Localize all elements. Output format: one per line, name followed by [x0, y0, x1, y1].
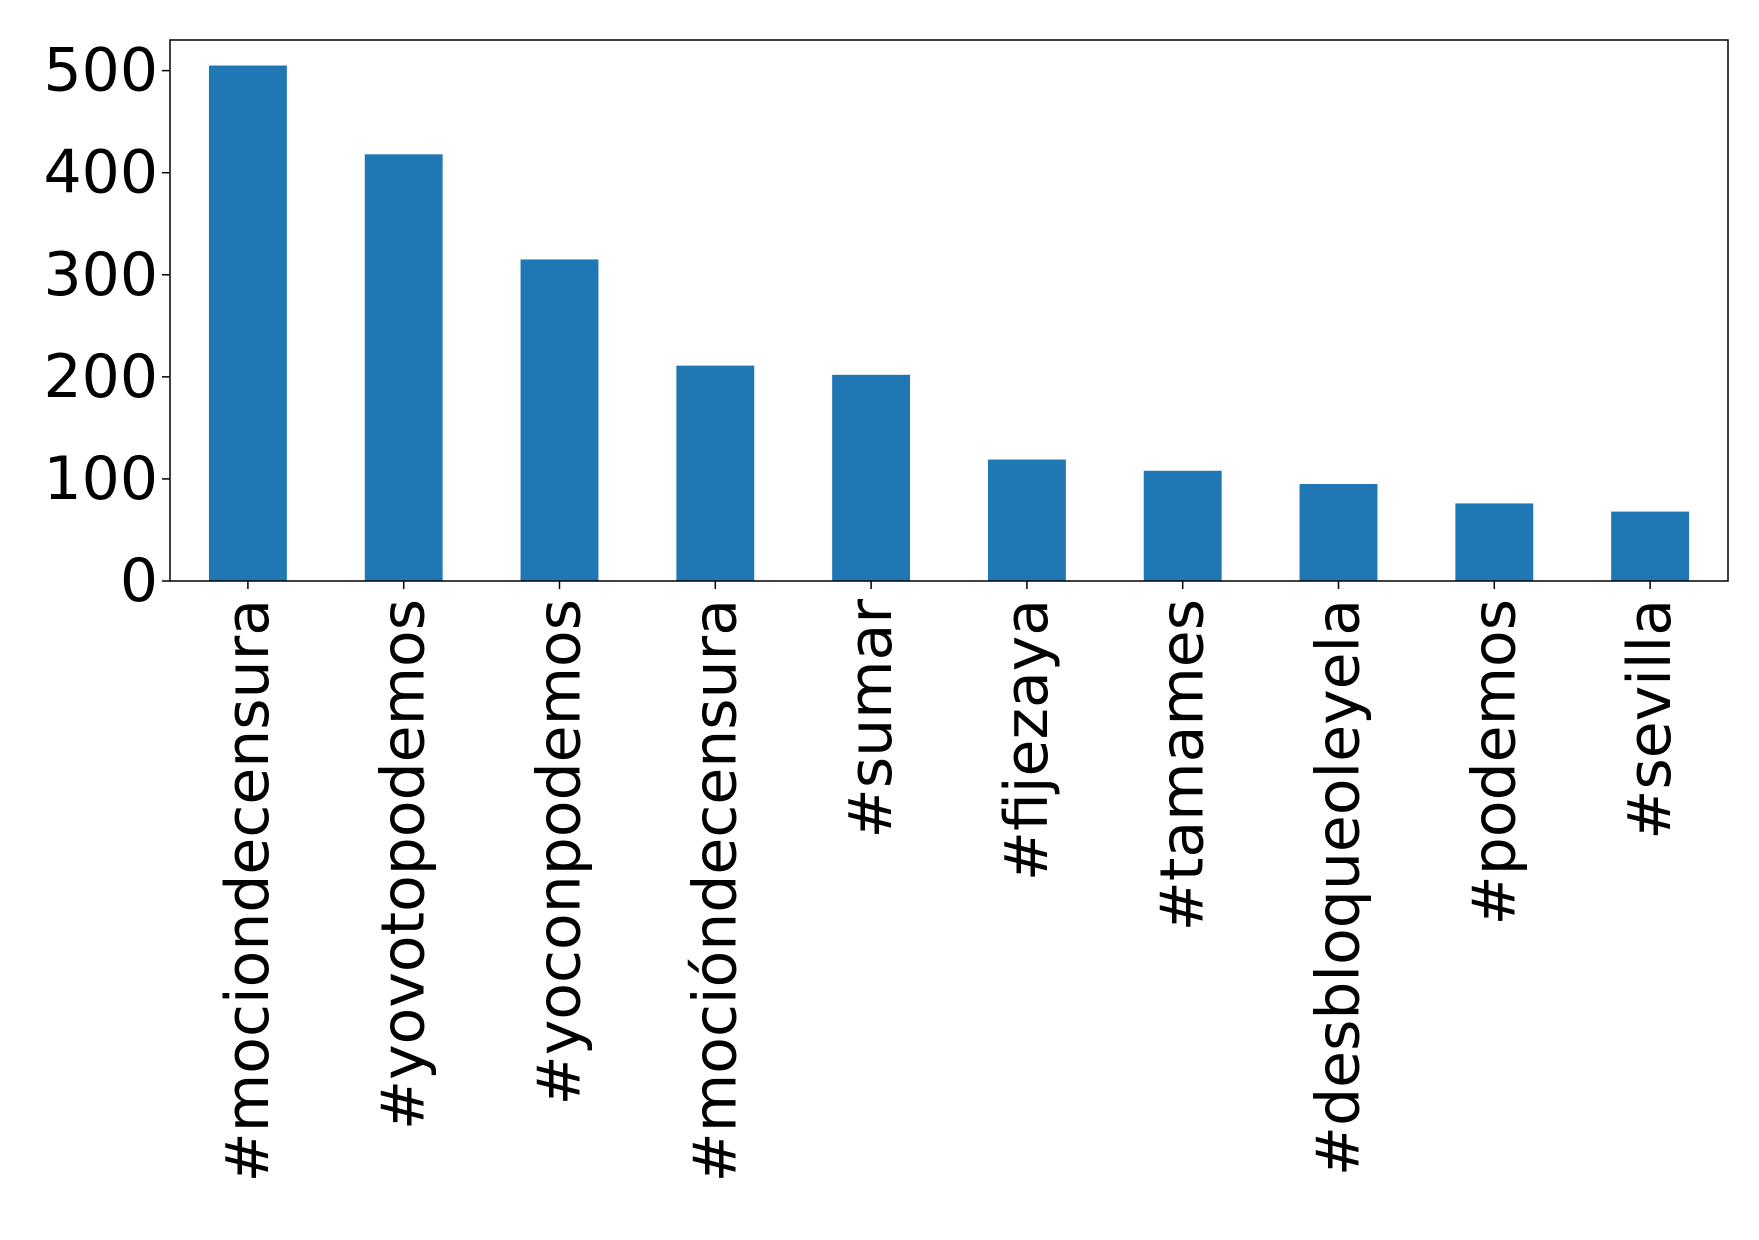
- y-tick-label: 500: [43, 36, 158, 106]
- bar-desbloqueoleyela: [1299, 484, 1378, 581]
- y-tick-label: 0: [120, 546, 158, 616]
- x-tick-label: #yoconpodemos: [525, 599, 595, 1105]
- y-tick-label: 400: [43, 138, 158, 208]
- x-tick-label: #mocióndecensura: [680, 599, 750, 1182]
- bar-yovotopodemos: [364, 154, 443, 581]
- y-axis: 0 100 200 300 400 500: [43, 36, 170, 616]
- x-axis: #mociondecensura #yovotopodemos #yoconpode…: [213, 581, 1685, 1182]
- x-tick-label: #mociondecensura: [213, 599, 283, 1182]
- bar-tamames: [1143, 470, 1222, 581]
- x-tick-label: #sevilla: [1615, 599, 1685, 840]
- x-tick-label: #sumar: [836, 599, 906, 839]
- bar-mocióndecensura: [676, 365, 755, 581]
- x-tick-label: #yovotopodemos: [369, 599, 439, 1130]
- y-tick-label: 300: [43, 240, 158, 310]
- plot-frame: [169, 39, 1729, 582]
- y-tick-label: 200: [43, 342, 158, 412]
- x-tick-label: #tamames: [1148, 599, 1218, 931]
- bar-mociondecensura: [208, 65, 287, 581]
- bar-podemos: [1455, 503, 1534, 581]
- x-tick-label: #desbloqueoleyela: [1304, 599, 1374, 1176]
- bar-sumar: [832, 374, 911, 581]
- bar-yoconpodemos: [520, 259, 599, 581]
- bars-group: [208, 65, 1690, 581]
- x-tick-label: #fijezaya: [992, 599, 1062, 881]
- bar-fijezaya: [987, 459, 1066, 581]
- bar-sevilla: [1611, 511, 1690, 581]
- y-tick-label: 100: [43, 444, 158, 514]
- x-tick-label: #podemos: [1459, 599, 1529, 925]
